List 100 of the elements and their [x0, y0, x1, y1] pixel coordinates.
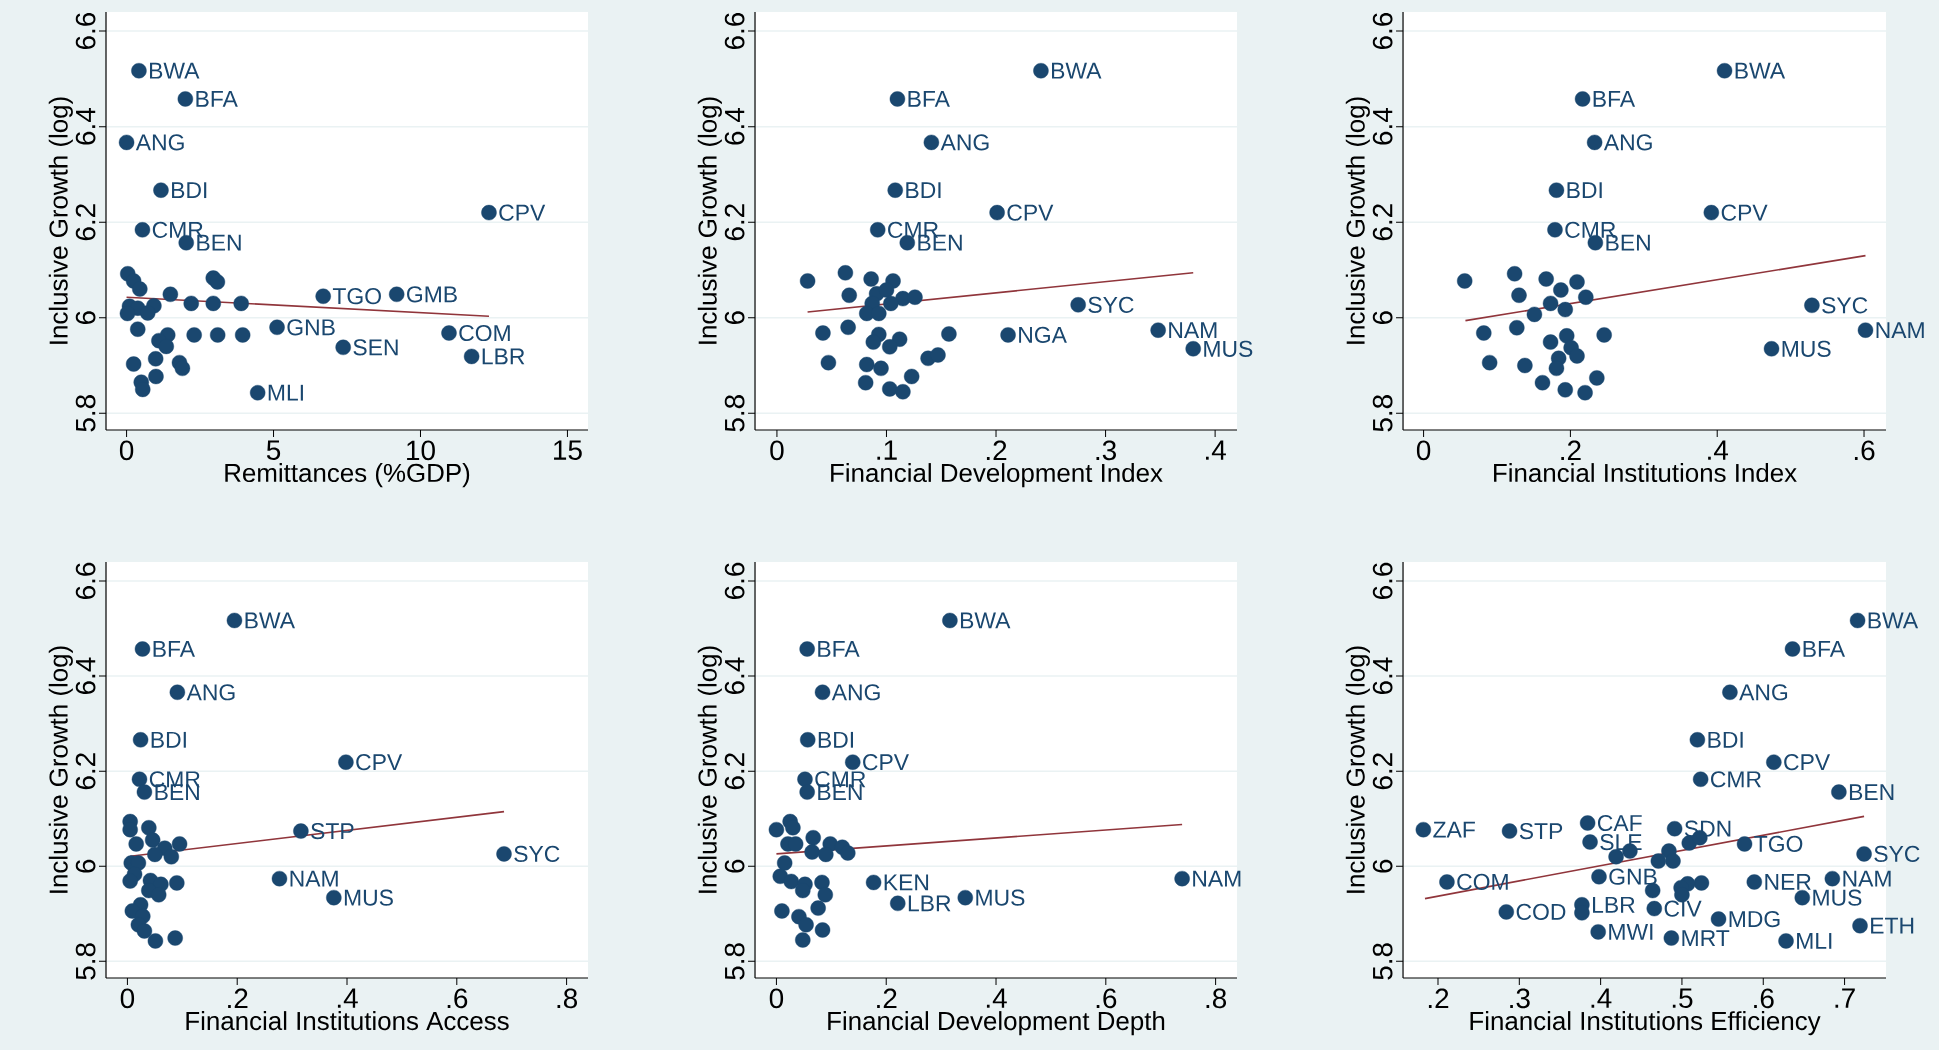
y-tick-label: 5.8 — [1372, 395, 1393, 432]
point — [1596, 327, 1612, 343]
annotation: NAM — [290, 870, 338, 887]
x-tick-label: 0 — [119, 440, 134, 461]
point — [863, 271, 879, 287]
x-tick-label: 0 — [120, 988, 135, 1009]
y-tick-label: 6.2 — [75, 753, 96, 790]
x-tick-label: 15 — [554, 440, 582, 460]
annotation: NAM — [1876, 322, 1924, 339]
y-tick-label: 6.6 — [724, 12, 745, 50]
point — [1501, 823, 1518, 839]
point — [130, 321, 146, 337]
annotation: BWA — [1868, 612, 1919, 629]
point — [797, 771, 813, 787]
point — [1589, 370, 1605, 386]
annotation: NER — [1765, 874, 1811, 890]
annotation: COD — [1516, 903, 1566, 921]
point — [326, 889, 342, 906]
x-tick-label: .4 — [1591, 988, 1612, 1008]
point — [1456, 273, 1473, 289]
y-axis-title: Inclusive Growth (log) — [697, 646, 722, 893]
point — [1778, 933, 1794, 949]
annotation: ANG — [1603, 134, 1652, 151]
y-tick-label: 6.2 — [75, 204, 96, 241]
y-tick-label: 6.4 — [75, 657, 96, 695]
point — [122, 873, 138, 889]
y-tick-label: 6.2 — [724, 204, 745, 241]
annotation: CPV — [499, 204, 546, 221]
point — [141, 820, 157, 836]
point — [1663, 930, 1680, 946]
point — [163, 849, 180, 865]
y-tick-label: 6.6 — [724, 562, 745, 599]
annotation: CPV — [1007, 204, 1054, 221]
point — [1736, 836, 1753, 852]
point — [890, 895, 906, 912]
point — [1763, 341, 1780, 357]
point — [1579, 815, 1596, 831]
point — [1509, 320, 1525, 336]
x-axis-title: Remittances (%GDP) — [225, 463, 470, 488]
point — [140, 305, 156, 321]
y-tick-label: 6.6 — [1372, 12, 1393, 50]
annotation: MUS — [1204, 340, 1253, 357]
point — [128, 836, 144, 852]
point — [865, 334, 882, 350]
point — [1856, 846, 1872, 862]
point — [882, 339, 898, 355]
annotation: GNB — [1609, 868, 1657, 885]
y-tick-label: 6 — [1372, 311, 1393, 325]
x-tick-label: .4 — [986, 988, 1007, 1008]
x-tick-label: 10 — [407, 440, 435, 461]
y-tick-label: 6.4 — [75, 108, 96, 145]
point — [878, 282, 895, 298]
annotation: CPV — [1721, 204, 1768, 221]
point — [989, 204, 1005, 221]
y-tick-label: 6 — [75, 311, 96, 325]
point — [153, 182, 169, 198]
point — [1569, 274, 1585, 290]
point — [1548, 360, 1565, 377]
annotation: GNB — [287, 319, 335, 336]
y-axis-title: Inclusive Growth (log) — [697, 97, 722, 344]
point — [820, 354, 837, 371]
point — [800, 732, 816, 748]
annotation: CMR — [1711, 771, 1761, 788]
point — [174, 360, 191, 377]
point — [233, 295, 249, 312]
y-tick-label: 6.6 — [75, 562, 96, 599]
annotation: LBR — [908, 895, 951, 912]
point — [205, 295, 221, 312]
point — [795, 932, 811, 948]
point — [840, 319, 856, 335]
point — [1150, 322, 1166, 338]
point — [1692, 771, 1709, 787]
annotation: BDI — [1708, 731, 1743, 748]
x-tick-label: .6 — [447, 988, 468, 1009]
point — [171, 836, 188, 852]
annotation: SYC — [1874, 845, 1920, 863]
point — [1506, 266, 1523, 282]
point — [865, 874, 882, 891]
annotation: MUS — [1782, 340, 1831, 357]
x-axis-title: Financial Institutions Access — [186, 1011, 509, 1031]
point — [1185, 341, 1201, 357]
x-tick-label: 0 — [1416, 440, 1431, 461]
annotation: CPV — [1784, 754, 1831, 771]
point — [873, 360, 889, 377]
annotation: MLI — [268, 384, 303, 401]
y-tick-label: 6.6 — [1372, 562, 1393, 599]
point — [1766, 754, 1782, 770]
point — [1794, 889, 1810, 906]
annotation: ANG — [186, 684, 235, 701]
point — [1852, 918, 1868, 934]
x-tick-label: .1 — [877, 440, 897, 460]
point — [798, 917, 814, 933]
y-tick-label: 6.6 — [75, 12, 96, 50]
annotation: BDI — [172, 182, 207, 199]
point — [147, 933, 164, 949]
point — [134, 222, 151, 238]
annotation: BEN — [1849, 784, 1894, 800]
point — [942, 612, 958, 629]
point — [1746, 874, 1763, 890]
annotation: MLI — [1797, 933, 1832, 949]
